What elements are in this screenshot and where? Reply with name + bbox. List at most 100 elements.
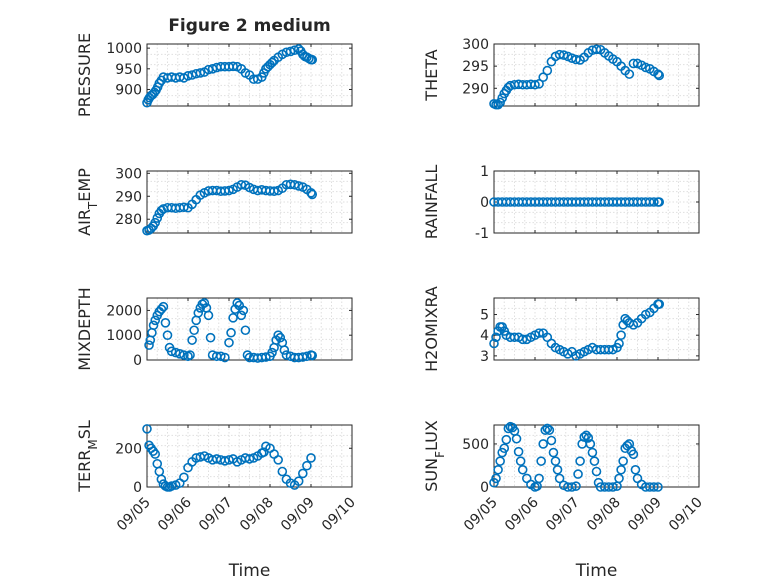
y-axis-label: H2OMIXRA [422, 286, 441, 372]
data-point [640, 62, 651, 73]
data-point [649, 197, 659, 207]
data-point [608, 482, 618, 492]
data-point [224, 185, 234, 196]
data-point [150, 449, 160, 459]
data-point [538, 72, 549, 83]
data-point [628, 449, 639, 460]
data-point [150, 315, 160, 326]
y-tick-label: 900 [115, 82, 142, 98]
data-point [493, 99, 503, 110]
data-point [581, 430, 592, 441]
y-axis-label: AIRTEMP [75, 168, 100, 236]
data-series [142, 44, 318, 108]
data-point [558, 50, 569, 60]
data-point [150, 217, 160, 228]
data-point [591, 466, 602, 477]
subplot-2: 290 295 300 THETA [422, 37, 700, 110]
data-point [302, 351, 312, 362]
x-axis-label: Time [575, 561, 618, 581]
y-axis-label: MIXDEPTH [75, 287, 94, 370]
data-point [540, 425, 551, 435]
data-point [534, 79, 544, 89]
data-point [630, 464, 641, 475]
data-point [293, 476, 304, 486]
data-point [491, 332, 501, 343]
axes-frame [146, 43, 353, 107]
data-point [616, 330, 626, 341]
y-tick-label: 1000 [106, 41, 142, 57]
data-point [285, 46, 296, 57]
data-point [548, 447, 559, 458]
data-point [306, 188, 316, 198]
data-point [203, 310, 214, 321]
data-point [226, 327, 236, 338]
data-point [179, 472, 189, 483]
data-point [267, 347, 277, 358]
data-point [503, 423, 514, 434]
data-point [307, 189, 318, 200]
data-point [654, 70, 665, 81]
data-point [589, 456, 600, 466]
data-point [275, 332, 286, 343]
y-tick-label: 3 [480, 349, 489, 365]
data-point [195, 68, 206, 78]
y-tick-label: 290 [462, 81, 489, 97]
data-point [579, 432, 590, 442]
data-point [497, 93, 508, 103]
data-point [281, 350, 292, 360]
data-point [160, 317, 171, 328]
axes-frame [146, 170, 353, 234]
data-point [614, 473, 624, 484]
data-point [232, 298, 242, 308]
y-axis-label: RAINFALL [422, 165, 441, 240]
data-point [142, 424, 152, 434]
data-point [267, 57, 277, 68]
data-point [624, 69, 635, 79]
data-point [501, 434, 512, 445]
data-point [511, 433, 522, 444]
data-point [297, 468, 308, 479]
data-point [571, 481, 581, 491]
data-point [199, 298, 210, 308]
data-point [228, 313, 238, 323]
data-point [148, 320, 159, 331]
data-point [152, 213, 163, 223]
data-point [495, 97, 505, 108]
data-point [583, 433, 594, 443]
data-point [179, 202, 189, 213]
data-point [585, 439, 596, 449]
data-point [489, 338, 499, 349]
data-point [552, 464, 563, 475]
data-point [273, 455, 284, 465]
data-point [162, 330, 173, 341]
y-tick-label: -1 [475, 226, 489, 242]
data-point [307, 350, 318, 361]
y-tick-label: 290 [115, 189, 142, 205]
data-point [277, 466, 288, 477]
data-point [220, 352, 230, 363]
data-point [205, 332, 216, 343]
data-point [238, 305, 249, 316]
data-point [618, 456, 628, 466]
y-tick-label: 295 [462, 59, 489, 75]
axes-frame [493, 43, 700, 107]
data-point [307, 54, 318, 65]
data-point [542, 65, 553, 76]
data-point [189, 325, 199, 336]
data-point [517, 464, 528, 475]
data-point [499, 443, 510, 454]
data-point [654, 197, 665, 207]
data-series [489, 44, 665, 110]
data-point [591, 44, 602, 55]
y-axis-label: SUNFLUX [422, 420, 447, 492]
data-point [156, 474, 167, 485]
data-point [536, 456, 546, 466]
data-series [489, 421, 663, 492]
data-point [158, 301, 169, 312]
y-axis-label: PRESSURE [75, 33, 94, 117]
data-point [654, 299, 665, 310]
data-point [653, 69, 663, 79]
data-point [534, 328, 544, 338]
data-point [216, 351, 226, 362]
data-point [166, 346, 177, 357]
